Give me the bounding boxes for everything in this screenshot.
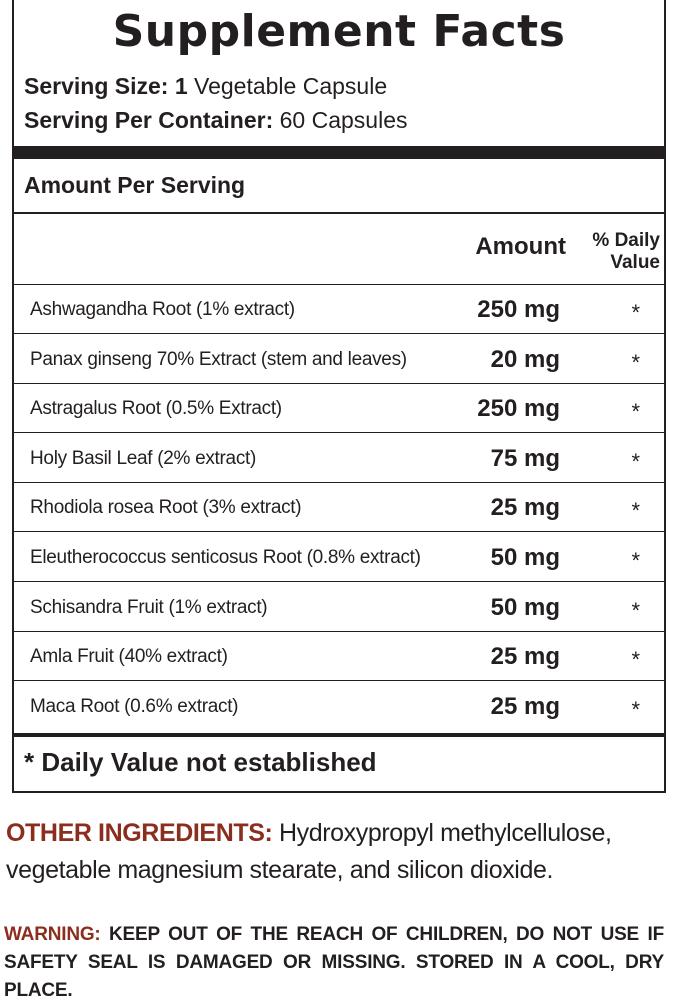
supplement-facts-panel: Supplement Facts Serving Size: 1 Vegetab… [12, 0, 666, 793]
ingredient-amount: 250 mg [477, 395, 560, 423]
ingredient-daily-value: * [631, 349, 640, 375]
servings-per-container: Serving Per Container: 60 Capsules [24, 106, 407, 134]
servings-per-container-label: Serving Per Container: [24, 107, 274, 133]
panel-title: Supplement Facts [112, 6, 566, 57]
row-divider [14, 581, 664, 582]
ingredient-amount: 75 mg [490, 444, 560, 472]
ingredient-amount: 20 mg [490, 345, 560, 373]
ingredient-name: Astragalus Root (0.5% Extract) [30, 398, 282, 420]
serving-size-value: Vegetable Capsule [187, 73, 388, 99]
ingredient-row: Schisandra Fruit (1% extract) 50 mg * [14, 584, 664, 632]
amount-column-header: Amount [475, 233, 566, 260]
ingredient-amount: 25 mg [490, 643, 560, 671]
ingredient-daily-value: * [631, 696, 640, 722]
ingredient-row: Ashwagandha Root (1% extract) 250 mg * [14, 286, 664, 334]
daily-value-footnote: * Daily Value not established [24, 747, 377, 777]
ingredient-daily-value: * [631, 498, 640, 524]
amount-per-serving-heading: Amount Per Serving [24, 172, 246, 198]
ingredient-amount: 50 mg [490, 593, 560, 621]
row-divider [14, 333, 664, 334]
ingredient-amount: 25 mg [490, 494, 560, 522]
daily-value-column-header: % Daily Value [570, 230, 660, 274]
ingredient-daily-value: * [631, 548, 640, 573]
ingredient-name: Holy Basil Leaf (2% extract) [30, 447, 257, 469]
warning-label: WARNING: [4, 924, 101, 945]
warning-statement: WARNING: KEEP OUT OF THE REACH OF CHILDR… [4, 921, 664, 1005]
daily-value-header-line1: % Daily [592, 230, 660, 251]
row-divider [14, 382, 664, 384]
table-bottom-divider [14, 733, 664, 737]
servings-per-container-value: 60 Capsules [273, 107, 408, 133]
ingredient-row: Astragalus Root (0.5% Extract) 250 mg * [14, 385, 664, 434]
ingredient-amount: 50 mg [490, 544, 560, 571]
daily-value-header-line2: Value [610, 252, 660, 273]
ingredient-name: Amla Fruit (40% extract) [30, 646, 228, 668]
ingredient-name: Panax ginseng 70% Extract (stem and leav… [30, 348, 407, 370]
ingredient-amount: 250 mg [477, 296, 560, 323]
ingredient-daily-value: * [631, 448, 640, 474]
ingredient-name: Maca Root (0.6% extract) [30, 695, 239, 717]
ingredient-row: Eleutherococcus senticosus Root (0.8% ex… [14, 534, 664, 582]
other-ingredients-text: Hydroxypropyl methylcellulose, vegetable… [6, 819, 612, 884]
ingredient-daily-value: * [631, 647, 640, 673]
row-divider [14, 680, 664, 682]
ingredient-amount: 25 mg [490, 692, 560, 720]
ingredient-daily-value: * [631, 300, 640, 325]
row-divider [14, 630, 664, 632]
section-divider-thick [14, 146, 664, 159]
ingredient-daily-value: * [631, 399, 640, 425]
heading-divider [14, 212, 664, 214]
ingredient-row: Panax ginseng 70% Extract (stem and leav… [14, 336, 664, 384]
ingredient-name: Eleutherococcus senticosus Root (0.8% ex… [30, 547, 421, 568]
serving-size-label: Serving Size: 1 [24, 73, 188, 99]
ingredient-row: Amla Fruit (40% extract) 25 mg * [14, 633, 664, 682]
ingredient-name: Ashwagandha Root (1% extract) [30, 299, 295, 320]
serving-size: Serving Size: 1 Vegetable Capsule [24, 72, 387, 100]
ingredient-daily-value: * [631, 597, 640, 623]
other-ingredients-label: OTHER INGREDIENTS: [6, 819, 273, 847]
ingredient-name: Rhodiola rosea Root (3% extract) [30, 497, 302, 519]
row-divider [14, 481, 664, 483]
row-divider [14, 531, 664, 533]
row-divider [14, 432, 664, 434]
ingredient-row: Rhodiola rosea Root (3% extract) 25 mg * [14, 484, 664, 533]
ingredient-name: Schisandra Fruit (1% extract) [30, 596, 268, 618]
ingredient-row: Holy Basil Leaf (2% extract) 75 mg * [14, 435, 664, 483]
ingredient-row: Maca Root (0.6% extract) 25 mg * [14, 683, 664, 731]
column-header-divider [14, 284, 664, 285]
other-ingredients: OTHER INGREDIENTS: Hydroxypropyl methylc… [6, 815, 674, 889]
warning-text: KEEP OUT OF THE REACH OF CHILDREN, DO NO… [4, 924, 664, 1001]
